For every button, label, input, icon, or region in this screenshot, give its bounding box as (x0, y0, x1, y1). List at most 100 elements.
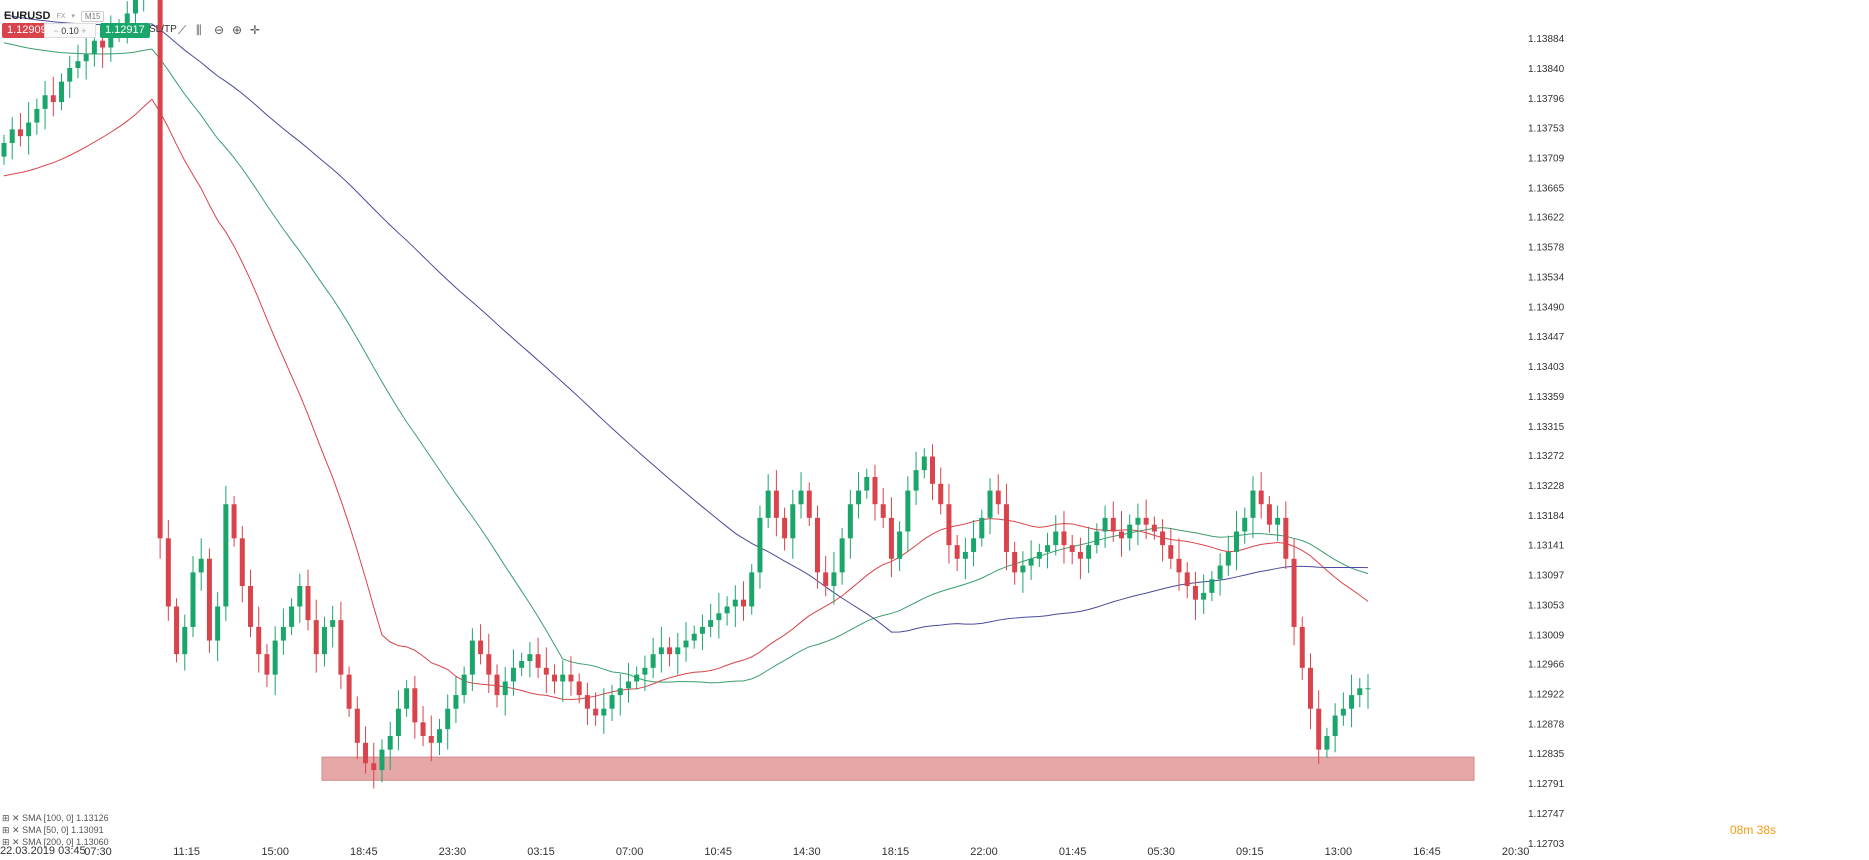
x-tick-label: 03:15 (527, 846, 555, 858)
sma-50-legend[interactable]: ⊞ ✕ SMA [50, 0] 1.13091 (2, 825, 104, 836)
candle-body (248, 586, 254, 627)
candle-body (806, 490, 812, 518)
candle-body (560, 674, 566, 682)
candle-body (1250, 490, 1256, 518)
candle-body (91, 40, 97, 55)
candle-body (1151, 524, 1157, 532)
candle-body (675, 647, 681, 655)
candle-body (749, 572, 755, 607)
price-axis[interactable]: 1.13884 1.13840 1.13796 1.13753 1.13709 1.136… (1528, 34, 1565, 850)
candle-body (157, 0, 163, 539)
candle-body (650, 654, 656, 668)
dropdown-icon[interactable]: ▾ (71, 13, 75, 20)
timeframe-select[interactable]: M15 (80, 10, 105, 22)
x-tick-label: 18:45 (350, 846, 378, 858)
y-tick-label: 1.13053 (1528, 600, 1565, 611)
x-tick-label: 07:30 (84, 846, 112, 858)
candle-body (872, 476, 878, 505)
candle-body (831, 572, 837, 587)
candle-body (453, 695, 459, 709)
sma-100-legend[interactable]: ⊞ ✕ SMA [100, 0] 1.13126 (2, 813, 109, 824)
candle-body (1324, 735, 1330, 750)
y-tick-label: 1.13141 (1528, 540, 1565, 551)
candle-body (1176, 558, 1182, 573)
y-tick-label: 1.12791 (1528, 779, 1565, 790)
x-tick-label: 15:00 (261, 846, 289, 858)
candle-body (174, 606, 180, 655)
candle-body (494, 674, 500, 696)
settings-icon[interactable]: ⊞ ✕ (2, 813, 23, 823)
candle-body (206, 558, 212, 641)
candle-body (1053, 531, 1059, 546)
crosshair-icon[interactable]: ✛ (250, 23, 261, 37)
candles-icon[interactable]: ⫼ (196, 23, 202, 37)
candle-body (338, 620, 344, 675)
lot-size-input[interactable]: − 0.10 + (44, 23, 96, 38)
candle-body (395, 708, 401, 736)
y-tick-label: 1.13622 (1528, 213, 1565, 224)
candle-body (321, 626, 327, 655)
candle-body (634, 674, 640, 682)
candle-body (9, 129, 15, 143)
candle-body (363, 742, 369, 764)
y-tick-label: 1.13009 (1528, 630, 1565, 641)
sma-50-line (3, 98, 1369, 700)
sell-price-button[interactable]: 1.12909 (2, 23, 52, 38)
candle-body (1003, 504, 1009, 552)
y-tick-label: 1.13403 (1528, 362, 1565, 373)
candle-body (305, 586, 311, 621)
minus-icon[interactable]: − (53, 26, 62, 36)
y-tick-label: 1.13184 (1528, 511, 1565, 522)
candle-body (1275, 517, 1281, 525)
x-tick-label: 01:45 (1059, 846, 1087, 858)
candle-body (34, 108, 40, 123)
candle-body (354, 708, 360, 743)
candle-body (510, 667, 516, 682)
candle-body (1061, 531, 1067, 546)
candle-body (502, 681, 508, 696)
settings-icon[interactable]: ⊞ ✕ (2, 837, 23, 847)
time-axis[interactable]: 07:30 11:15 15:00 18:45 23:30 03:15 07:00 10:45… (84, 846, 1529, 858)
candle-body (1242, 517, 1248, 532)
x-tick-label: 23:30 (439, 846, 467, 858)
candle-body (297, 586, 303, 607)
zoom-out-icon[interactable]: ⊖ (214, 23, 225, 37)
buy-price-button[interactable]: 1.12917 (100, 23, 150, 38)
candle-body (223, 504, 229, 607)
y-tick-label: 1.13884 (1528, 34, 1565, 45)
candle-body (256, 626, 262, 655)
candle-body (790, 504, 796, 539)
candle-body (445, 708, 451, 730)
candle-body (798, 490, 804, 505)
y-tick-label: 1.13709 (1528, 153, 1565, 164)
line-chart-icon[interactable]: ⟋ (178, 23, 187, 37)
plus-icon[interactable]: + (78, 26, 87, 36)
candle-body (1110, 517, 1116, 532)
candle-body (1283, 517, 1289, 559)
candle-body (913, 470, 919, 491)
settings-icon[interactable]: ⊞ ✕ (2, 825, 23, 835)
candle-body (264, 654, 270, 675)
zoom-in-icon[interactable]: ⊕ (232, 23, 243, 37)
candle-body (486, 654, 492, 675)
sma-200-legend[interactable]: ⊞ ✕ SMA [200, 0] 1.13060 (2, 837, 109, 848)
x-tick-label: 22:00 (970, 846, 998, 858)
candle-body (856, 490, 862, 505)
candle-body (404, 688, 410, 709)
candle-body (1266, 504, 1272, 525)
x-tick-label: 07:00 (616, 846, 644, 858)
candle-body (1127, 524, 1133, 539)
symbol-label[interactable]: EURUSD (4, 10, 51, 22)
candle-body (108, 33, 114, 48)
candle-body (182, 626, 188, 655)
y-tick-label: 1.12922 (1528, 690, 1565, 701)
candle-body (954, 545, 960, 559)
candle-body (773, 490, 779, 518)
candle-body (1192, 586, 1198, 600)
sltp-button[interactable]: SL/TP (149, 24, 177, 35)
candle-body (601, 708, 607, 716)
sma-100-label: SMA [100, 0] 1.13126 (22, 813, 109, 823)
candle-body (765, 490, 771, 518)
candle-body (1357, 688, 1363, 696)
